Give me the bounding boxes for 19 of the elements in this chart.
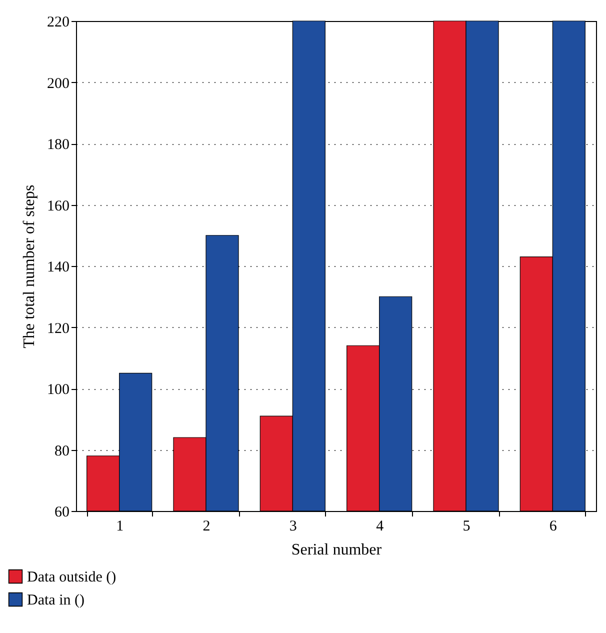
y-tick-label: 120 <box>47 320 70 337</box>
x-axis-title: Serial number <box>291 542 382 558</box>
y-tick-label: 160 <box>47 198 70 214</box>
y-axis-title: The total number of steps <box>21 184 38 348</box>
y-tick-label: 60 <box>54 504 70 520</box>
x-tick-label: 5 <box>462 518 470 534</box>
y-tick-label: 80 <box>54 443 70 460</box>
x-tick-label: 3 <box>289 518 297 534</box>
y-tick-label: 140 <box>47 260 70 276</box>
y-tick-label: 180 <box>47 137 70 153</box>
legend-label: Data in () <box>27 592 84 608</box>
legend-label: Data outside () <box>27 570 116 586</box>
x-tick-label: 4 <box>376 518 384 534</box>
x-tick-label: 1 <box>116 518 124 534</box>
y-tick-label: 220 <box>47 14 70 30</box>
y-tick-label: 100 <box>47 382 70 398</box>
x-tick-label: 2 <box>202 518 210 534</box>
y-tick-label: 200 <box>47 76 70 92</box>
x-tick-label: 6 <box>549 518 558 534</box>
